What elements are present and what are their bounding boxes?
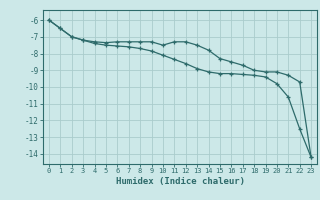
X-axis label: Humidex (Indice chaleur): Humidex (Indice chaleur): [116, 177, 244, 186]
